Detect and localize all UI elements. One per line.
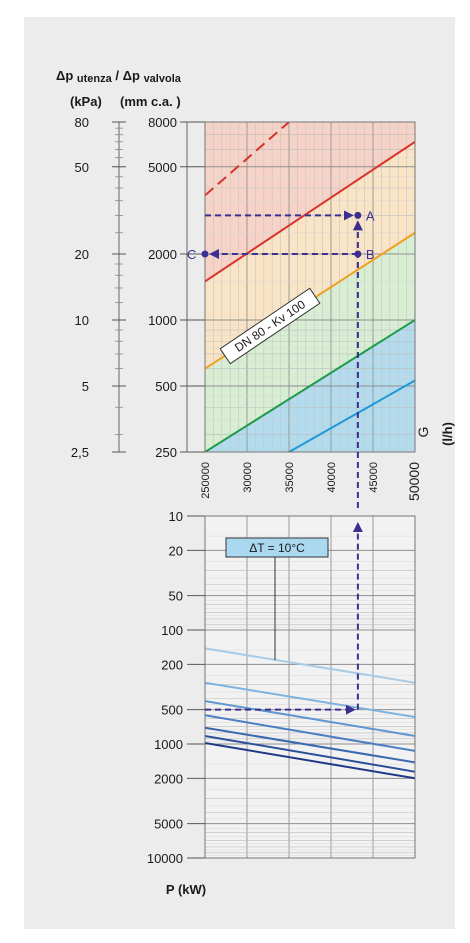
- mmca-tick-label: 250: [155, 445, 177, 460]
- p-tick-label: 200: [161, 657, 183, 672]
- y-axis-label-power: P (kW): [166, 882, 206, 897]
- power-curve-6: [205, 742, 415, 780]
- kpa-unit-label: (kPa): [70, 94, 102, 109]
- kpa-tick-label: 5: [82, 379, 89, 394]
- top-plot-frame: [204, 121, 416, 453]
- power-curve-0: [205, 647, 415, 684]
- p-tick-label: 100: [161, 623, 183, 638]
- x-tick-label: 250000: [200, 462, 212, 499]
- power-reading-guides: [205, 522, 363, 715]
- x-tick-label: 35000: [284, 462, 296, 493]
- kpa-tick-label: 80: [75, 115, 89, 130]
- p-tick-label: 10000: [147, 851, 183, 866]
- p-tick-label: 5000: [154, 817, 183, 832]
- mmca-tick-label: 8000: [148, 115, 177, 130]
- zone-red: [205, 122, 415, 282]
- power-curve-5: [205, 734, 415, 773]
- power-curve-3: [205, 714, 415, 752]
- bottom-plot-bg: [205, 516, 415, 858]
- kpa-tick-label: 50: [75, 160, 89, 175]
- p-tick-label: 2000: [154, 771, 183, 786]
- bottom-plot-frame: [204, 515, 416, 859]
- mmca-unit-label: (mm c.a. ): [120, 94, 181, 109]
- mmca-tick-label: 500: [155, 379, 177, 394]
- p-tick-label: 50: [169, 589, 183, 604]
- mmca-tick-label: 2000: [148, 247, 177, 262]
- p-tick-label: 1000: [154, 737, 183, 752]
- bottom-grid: [205, 516, 415, 858]
- valve-curve-1: [205, 140, 415, 283]
- x-tick-label: 40000: [326, 462, 338, 493]
- delta-t-annotation: ΔT = 10°C: [225, 537, 329, 660]
- top-axes: 80 50 20 10 5 2,5 8000 5000 2000 1000 500 250 250000…: [71, 115, 422, 501]
- zone-orange: [205, 141, 415, 369]
- mmca-tick-label: 5000: [148, 160, 177, 175]
- bottom-axes: 10 20 50 100 200 500 1000 2000 5000 10000: [147, 509, 416, 866]
- reading-guides: A B C: [187, 208, 375, 508]
- point-label-a: A: [366, 208, 375, 223]
- mmca-tick-label: 1000: [148, 313, 177, 328]
- x-tick-label: 50000: [406, 462, 422, 501]
- power-curve-2: [205, 700, 415, 737]
- power-curve-4: [205, 726, 415, 764]
- p-tick-label: 10: [169, 509, 183, 524]
- zone-backgrounds: [205, 122, 415, 452]
- valve-curve-0: [205, 122, 290, 197]
- p-tick-label: 500: [161, 703, 183, 718]
- point-a: [354, 211, 362, 219]
- x-axis-label-unit: (l/h): [440, 422, 455, 446]
- kpa-tick-label: 2,5: [71, 445, 89, 460]
- bottom-series: [205, 647, 415, 780]
- p-tick-label: 20: [169, 543, 183, 558]
- valve-curve-4: [288, 379, 415, 452]
- point-label-b: B: [366, 247, 375, 262]
- zone-green: [205, 232, 415, 452]
- point-label-c: C: [187, 247, 196, 262]
- valve-curve-3: [205, 319, 415, 452]
- kpa-tick-label: 10: [75, 313, 89, 328]
- delta-t-label: ΔT = 10°C: [249, 541, 305, 555]
- x-axis-label-g: G: [415, 427, 431, 438]
- x-tick-label: 30000: [242, 462, 254, 493]
- point-c: [201, 250, 209, 258]
- power-curve-1: [205, 681, 415, 719]
- kpa-tick-label: 20: [75, 247, 89, 262]
- x-tick-label: 45000: [368, 462, 380, 493]
- point-b: [354, 250, 362, 258]
- dp-header: Δp utenza / Δp valvola: [56, 68, 182, 85]
